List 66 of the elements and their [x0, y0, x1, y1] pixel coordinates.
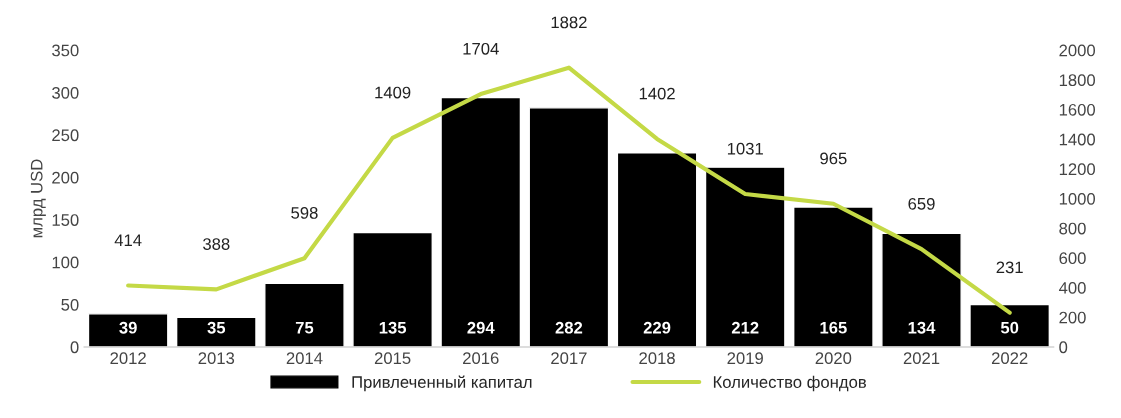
bar	[87, 313, 169, 347]
x-tick-label: 2019	[727, 352, 763, 365]
y2-tick-label: 600	[1059, 252, 1086, 265]
y-tick-label: 150	[52, 214, 79, 226]
bar	[881, 232, 962, 347]
data-label: 165	[820, 321, 847, 334]
bar	[969, 303, 1051, 347]
data-label: 50	[1000, 321, 1019, 334]
data-label: 388	[203, 238, 230, 250]
bar	[616, 152, 698, 347]
bar	[528, 107, 610, 347]
bar	[352, 231, 433, 347]
data-label: 1409	[375, 86, 411, 99]
data-label: 39	[119, 321, 137, 334]
y-tick-label: 50	[61, 298, 79, 311]
data-label: 212	[731, 321, 759, 334]
x-tick-label: 2020	[815, 352, 852, 365]
y-tick-label: 0	[70, 341, 79, 354]
data-label: 659	[908, 197, 935, 210]
data-label: 35	[207, 321, 226, 334]
bar	[792, 206, 874, 347]
y2-tick-label: 800	[1059, 222, 1086, 235]
data-label: 1031	[727, 142, 763, 155]
y-tick-label: 100	[52, 256, 79, 269]
data-label: 965	[820, 152, 847, 165]
x-tick-label: 2014	[286, 352, 323, 365]
data-label: 134	[908, 321, 936, 334]
x-tick-label: 2016	[463, 352, 499, 365]
data-label: 135	[379, 321, 407, 334]
data-label: 414	[114, 234, 142, 246]
x-tick-label: 2015	[374, 352, 411, 365]
y-axis-title: млрд USD	[30, 159, 46, 238]
y2-tick-label: 2000	[1059, 44, 1096, 57]
y-tick-label: 250	[52, 129, 79, 142]
x-tick-label: 2017	[551, 352, 587, 365]
y2-tick-label: 1400	[1059, 133, 1096, 146]
x-tick-label: 2012	[110, 352, 146, 365]
legend-label: Привлеченный капитал	[352, 375, 532, 392]
data-label: 75	[295, 321, 314, 334]
bar	[264, 282, 345, 347]
bar	[175, 316, 257, 347]
x-tick-label: 2013	[198, 352, 235, 365]
bar	[704, 166, 786, 347]
bar	[440, 96, 522, 347]
y2-tick-label: 1600	[1059, 103, 1096, 116]
y2-tick-label: 200	[1059, 311, 1086, 324]
data-label: 231	[996, 261, 1023, 274]
y-tick-label: 200	[52, 171, 79, 184]
data-label: 282	[555, 321, 583, 334]
y2-tick-label: 1000	[1059, 192, 1096, 205]
data-label: 1704	[463, 42, 499, 55]
y2-tick-label: 400	[1058, 281, 1086, 294]
y2-tick-label: 1200	[1059, 163, 1096, 176]
x-tick-label: 2021	[903, 352, 940, 365]
x-tick-label: 2018	[639, 352, 675, 365]
y-tick-label: 300	[52, 86, 79, 99]
x-tick-label: 2022	[991, 352, 1028, 365]
legend-label: Количество фондов	[713, 375, 866, 392]
y-tick-label: 350	[52, 44, 79, 57]
data-label: 598	[291, 207, 318, 219]
y2-tick-label: 1800	[1059, 74, 1096, 87]
data-label: 229	[643, 321, 671, 334]
data-label: 1882	[551, 16, 587, 29]
data-label: 1402	[639, 87, 675, 100]
y2-tick-label: 0	[1059, 341, 1068, 354]
data-label: 294	[467, 321, 495, 334]
